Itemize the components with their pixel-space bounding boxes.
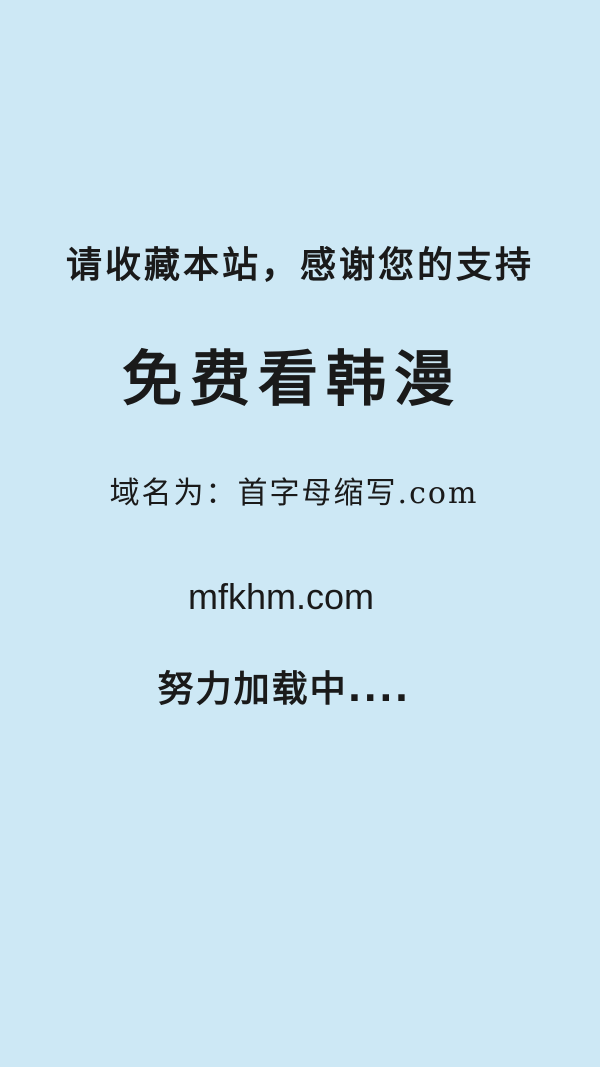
bookmark-prompt: 请收藏本站，感谢您的支持 bbox=[65, 245, 534, 286]
loading-text: 努力加载中.... bbox=[157, 669, 411, 710]
domain-text: mfkhm.com bbox=[187, 576, 374, 617]
site-name: 免费看韩漫 bbox=[122, 345, 462, 415]
domain-hint: 域名为：首字母缩写.com bbox=[109, 476, 479, 511]
